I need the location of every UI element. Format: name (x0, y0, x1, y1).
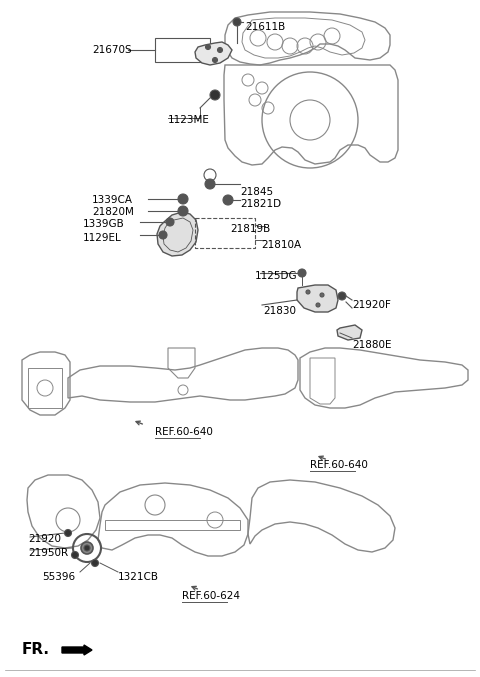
Text: 55396: 55396 (42, 572, 75, 582)
Text: 21821D: 21821D (240, 199, 281, 209)
Circle shape (210, 90, 220, 100)
Text: REF.60-640: REF.60-640 (155, 427, 213, 437)
Text: 1339CA: 1339CA (92, 195, 133, 205)
FancyArrow shape (62, 645, 92, 655)
Polygon shape (337, 325, 362, 340)
Text: 1339GB: 1339GB (83, 219, 125, 229)
Text: 1123ME: 1123ME (168, 115, 210, 125)
Circle shape (159, 231, 167, 239)
Circle shape (338, 292, 346, 300)
Text: 1125DG: 1125DG (255, 271, 298, 281)
Text: 21810A: 21810A (261, 240, 301, 250)
Circle shape (84, 545, 90, 551)
Circle shape (72, 552, 79, 559)
Polygon shape (297, 285, 338, 312)
Text: REF.60-640: REF.60-640 (310, 460, 368, 470)
Circle shape (217, 47, 223, 53)
Text: 21820M: 21820M (92, 207, 134, 217)
Circle shape (81, 542, 93, 554)
Circle shape (298, 269, 306, 277)
Polygon shape (157, 212, 198, 256)
Circle shape (213, 58, 217, 62)
Circle shape (316, 303, 320, 307)
Text: 1129EL: 1129EL (83, 233, 122, 243)
Text: 1321CB: 1321CB (118, 572, 159, 582)
Text: 21670S: 21670S (92, 45, 132, 55)
Text: 21950R: 21950R (28, 548, 68, 558)
Text: REF.60-624: REF.60-624 (182, 591, 240, 601)
Text: 21611B: 21611B (245, 22, 285, 32)
Circle shape (205, 179, 215, 189)
Circle shape (92, 559, 98, 567)
Text: 21845: 21845 (240, 187, 273, 197)
Circle shape (223, 195, 233, 205)
Circle shape (178, 194, 188, 204)
Text: 21830: 21830 (263, 306, 296, 316)
Circle shape (166, 218, 174, 226)
Text: 21920: 21920 (28, 534, 61, 544)
Polygon shape (195, 42, 232, 65)
Text: FR.: FR. (22, 642, 50, 657)
Text: 21920F: 21920F (352, 300, 391, 310)
Text: 21880E: 21880E (352, 340, 392, 350)
Circle shape (320, 293, 324, 297)
Text: 21819B: 21819B (230, 224, 270, 234)
Circle shape (306, 290, 310, 294)
Circle shape (64, 529, 72, 536)
Circle shape (233, 18, 241, 26)
Circle shape (205, 45, 211, 49)
Circle shape (178, 206, 188, 216)
